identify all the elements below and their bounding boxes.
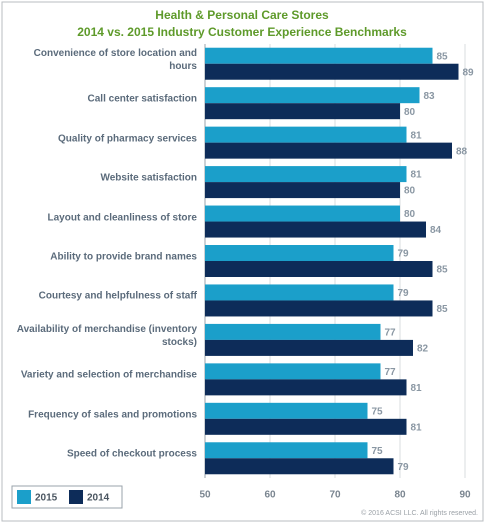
legend-swatch (17, 490, 31, 504)
bar (205, 47, 433, 64)
y-tick-label: Speed of checkout process (66, 448, 197, 460)
bar (205, 442, 368, 459)
y-tick-label: Website satisfaction (100, 172, 197, 184)
x-tick-label: 70 (329, 490, 341, 501)
bar (205, 284, 394, 301)
bar (205, 339, 413, 356)
value-label: 75 (372, 406, 384, 417)
value-label: 75 (372, 446, 384, 457)
bar (205, 221, 426, 238)
bar (205, 363, 381, 380)
bar (205, 418, 407, 435)
bar (205, 300, 433, 317)
value-label: 81 (411, 383, 423, 394)
y-tick-label: Call center satisfaction (87, 93, 197, 105)
legend-label: 2014 (87, 493, 110, 504)
value-label: 81 (411, 130, 423, 141)
x-tick-label: 60 (264, 490, 276, 501)
y-tick-label: Courtesy and helpfulness of staff (38, 290, 197, 302)
value-label: 80 (404, 209, 416, 220)
x-tick-label: 50 (199, 490, 211, 501)
bar (205, 126, 407, 143)
bar (205, 142, 452, 159)
value-label: 84 (430, 225, 442, 236)
copyright: © 2016 ACSI LLC. All rights reserved. (361, 509, 478, 517)
y-tick-label: Convenience of store location and hours (33, 47, 197, 72)
bar (205, 379, 407, 396)
value-label: 81 (411, 170, 423, 181)
chart-title: Health & Personal Care Stores (155, 8, 329, 22)
value-label: 79 (398, 462, 410, 473)
value-label: 77 (385, 328, 397, 339)
bar (205, 87, 420, 104)
legend-swatch (69, 490, 83, 504)
x-tick-label: 80 (394, 490, 406, 501)
value-label: 80 (404, 107, 416, 118)
legend-box (11, 485, 123, 509)
bar (205, 103, 400, 120)
x-tick-label: 90 (459, 490, 471, 501)
value-label: 83 (424, 91, 436, 102)
y-tick-label: Ability to provide brand names (50, 251, 197, 263)
y-tick-label: Frequency of sales and promotions (28, 409, 197, 421)
y-tick-label: Layout and cleanliness of store (47, 212, 197, 224)
y-tick-label: Variety and selection of merchandise (20, 369, 197, 381)
chart-subtitle: 2014 vs. 2015 Industry Customer Experien… (77, 25, 407, 39)
value-label: 89 (463, 67, 475, 78)
value-label: 85 (437, 304, 449, 315)
value-label: 77 (385, 367, 397, 378)
value-label: 82 (417, 344, 429, 355)
legend-label: 2015 (35, 493, 58, 504)
value-label: 80 (404, 186, 416, 197)
y-tick-label: Availability of merchandise (inventory s… (16, 323, 197, 348)
value-label: 79 (398, 249, 410, 260)
bar (205, 166, 407, 183)
bar (205, 402, 368, 419)
y-tick-label: Quality of pharmacy services (58, 133, 197, 145)
bar (205, 323, 381, 340)
bar (205, 182, 400, 199)
bar (205, 458, 394, 475)
value-label: 79 (398, 288, 410, 299)
value-label: 85 (437, 51, 449, 62)
value-label: 85 (437, 265, 449, 276)
value-label: 81 (411, 422, 423, 433)
bar (205, 63, 459, 80)
bar (205, 261, 433, 277)
bar (205, 205, 400, 222)
value-label: 88 (456, 146, 468, 157)
bar (205, 245, 394, 261)
